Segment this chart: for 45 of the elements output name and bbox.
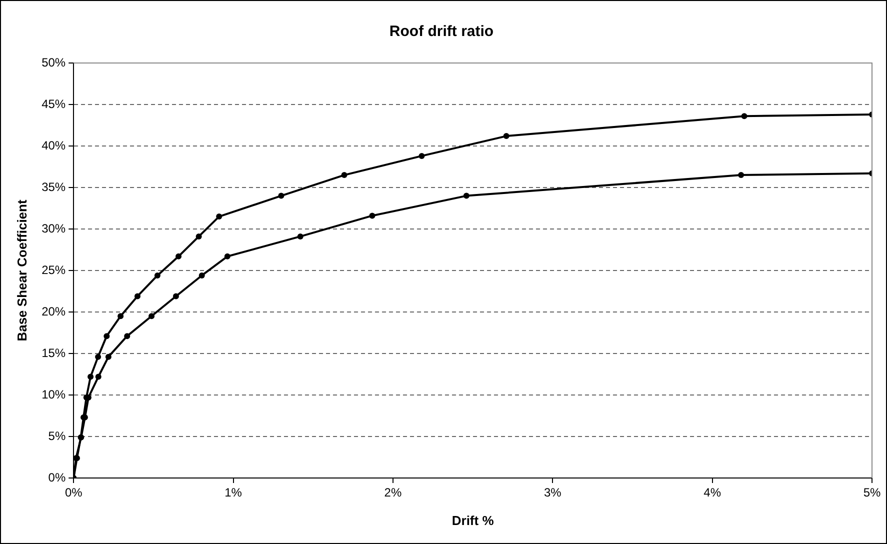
y-tick-label: 20% [42, 304, 66, 318]
point [738, 172, 744, 178]
point [95, 374, 102, 380]
y-axis-title: Base Shear Coefficient [14, 199, 30, 342]
x-axis-title: Drift % [452, 512, 494, 528]
x-tick-label: 1% [224, 486, 242, 500]
y-tick-label: 10% [42, 387, 66, 402]
point [224, 253, 230, 260]
point [341, 172, 348, 178]
point [198, 272, 205, 278]
point [95, 354, 102, 360]
y-tick-label: 0% [48, 470, 66, 484]
point [278, 192, 284, 199]
x-tick-label: 0% [64, 486, 83, 500]
point [216, 214, 222, 220]
point [104, 333, 110, 340]
y-tick-label: 5% [48, 428, 66, 443]
point [503, 133, 510, 140]
y-tick-label: 15% [42, 346, 66, 360]
point [148, 313, 155, 320]
y-tick-label: 50% [42, 55, 66, 70]
point [741, 113, 748, 120]
point [124, 333, 130, 340]
point [463, 192, 470, 199]
x-tick-label: 5% [863, 486, 881, 500]
x-tick-label: 3% [544, 486, 562, 500]
point [196, 233, 202, 240]
y-tick-label: 40% [42, 138, 66, 152]
x-tick-label: 2% [384, 486, 402, 500]
point [172, 293, 179, 300]
point [297, 233, 304, 240]
point [105, 354, 112, 360]
chart-title: Roof drift ratio [389, 23, 494, 40]
y-tick-label: 25% [42, 262, 66, 277]
x-tick-label: 4% [704, 486, 722, 500]
y-tick-label: 45% [42, 96, 66, 111]
y-tick-label: 35% [42, 180, 66, 194]
point [118, 313, 124, 320]
point [369, 212, 376, 219]
point [176, 253, 182, 260]
point [154, 272, 160, 278]
point [134, 293, 140, 300]
point [88, 374, 94, 380]
y-tick-label: 30% [42, 221, 66, 236]
point [418, 152, 425, 159]
